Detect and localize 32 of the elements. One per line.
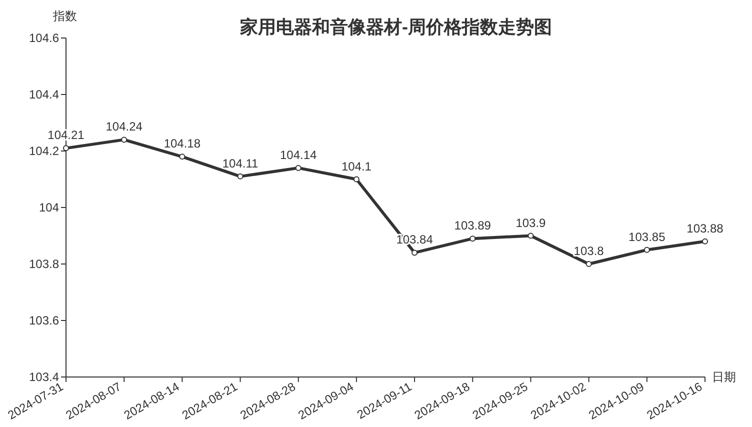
point	[353, 176, 360, 182]
point	[412, 250, 418, 256]
point	[63, 145, 69, 152]
x-axis-title: 日期	[712, 370, 736, 384]
y-tick-label: 103.8	[28, 257, 60, 271]
point	[702, 238, 708, 244]
y-tick-label: 103.4	[28, 370, 60, 384]
point	[586, 261, 592, 267]
data-label: 103.9	[516, 216, 546, 230]
point	[237, 173, 244, 180]
y-axis-title: 指数	[52, 9, 77, 23]
data-label: 104.18	[164, 136, 201, 151]
y-tick-label: 104.4	[28, 88, 60, 102]
point	[644, 246, 650, 253]
data-label: 104.11	[222, 156, 259, 170]
point	[295, 164, 302, 171]
y-tick-label: 104.6	[28, 31, 60, 45]
y-tick-label: 103.6	[28, 314, 60, 328]
data-label: 103.89	[454, 218, 492, 233]
data-label: 103.88	[686, 221, 724, 236]
data-label: 104.1	[341, 159, 372, 174]
point	[470, 236, 476, 242]
point	[179, 154, 186, 160]
data-label: 103.85	[628, 230, 666, 244]
y-tick-label: 104.2	[28, 144, 60, 158]
data-label: 104.24	[106, 120, 143, 134]
point	[528, 232, 534, 239]
chart-title: 家用电器和音像器材-周价格指数走势图	[239, 17, 552, 37]
point	[121, 136, 128, 143]
y-tick-label: 104	[38, 200, 60, 214]
data-label: 104.14	[280, 148, 318, 162]
data-label: 103.8	[574, 244, 604, 258]
